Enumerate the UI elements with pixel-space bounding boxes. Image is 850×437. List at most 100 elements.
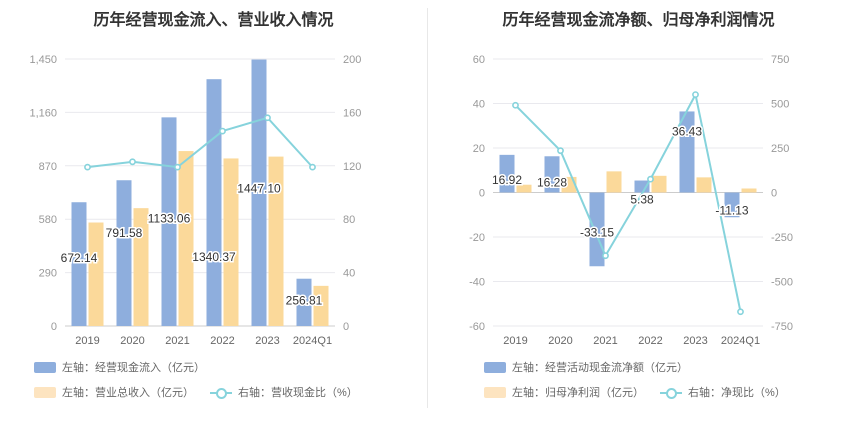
legend-swatch bbox=[34, 386, 56, 398]
legend-row-2: 左轴：营业总收入（亿元） 右轴：营收现金比（%） bbox=[34, 384, 374, 400]
right-axis-tick: 160 bbox=[343, 107, 361, 119]
bar-secondary bbox=[133, 208, 149, 326]
right-axis-tick: -250 bbox=[771, 232, 793, 244]
ratio-point bbox=[692, 91, 699, 98]
bar-secondary bbox=[696, 177, 712, 193]
left-axis-tick: -20 bbox=[469, 232, 485, 244]
ratio-point bbox=[174, 163, 181, 171]
right-axis-tick: 750 bbox=[771, 54, 789, 66]
x-axis-tick: 2019 bbox=[75, 335, 99, 347]
bar-secondary bbox=[223, 158, 239, 326]
bar-primary bbox=[251, 59, 267, 327]
left-axis-tick: 1,160 bbox=[29, 107, 57, 119]
ratio-point bbox=[309, 163, 316, 171]
right-axis-tick: -500 bbox=[771, 277, 793, 289]
bar-primary bbox=[634, 180, 650, 193]
x-axis-tick: 2022 bbox=[210, 335, 234, 347]
x-axis-tick: 2023 bbox=[255, 335, 279, 347]
net-cashflow-profit-chart: -60 -750 -40 -500 -20 -250 0 0 20 250 40 500 60 750 20… bbox=[469, 54, 793, 347]
bar-primary bbox=[161, 117, 177, 326]
bar-secondary bbox=[313, 285, 329, 326]
chart-panel-cash-inflow-revenue: 历年经营现金流入、营业收入情况 0 0 290 40 580 80 870 120 1,160 1… bbox=[29, 12, 374, 400]
data-label: 16.92 bbox=[492, 173, 522, 187]
data-label: -11.13 bbox=[715, 203, 748, 217]
bar-primary bbox=[116, 180, 132, 326]
legend-row-1: 左轴：经营现金流入（亿元） bbox=[34, 359, 221, 375]
left-axis-tick: 0 bbox=[479, 188, 485, 200]
ratio-point bbox=[84, 163, 91, 171]
right-axis-tick: 0 bbox=[771, 188, 777, 200]
bar-secondary bbox=[651, 175, 667, 193]
bar-secondary bbox=[268, 156, 284, 326]
right-axis-tick: 0 bbox=[343, 321, 349, 333]
data-label: 36.43 bbox=[672, 124, 702, 138]
left-axis-tick: 60 bbox=[473, 54, 485, 66]
chart-panel-net-cashflow-profit: 历年经营现金流净额、归母净利润情况 -60 -750 -40 -500 -20 -250 0… bbox=[427, 0, 850, 437]
legend-item-cash-inflow[interactable]: 左轴：经营现金流入（亿元） bbox=[34, 359, 205, 375]
left-axis-tick: 580 bbox=[39, 214, 57, 226]
legend-swatch bbox=[484, 361, 506, 373]
legend-label: 右轴：营收现金比（%） bbox=[238, 387, 358, 399]
data-label: -33.15 bbox=[580, 225, 614, 239]
ratio-point bbox=[602, 252, 609, 260]
x-axis-tick: 2021 bbox=[165, 335, 189, 347]
chart-title: 历年经营现金流净额、归母净利润情况 bbox=[502, 12, 775, 29]
left-axis-tick: 290 bbox=[39, 268, 57, 280]
legend-swatch bbox=[484, 386, 506, 398]
x-axis-tick: 2021 bbox=[593, 335, 617, 347]
bar-primary bbox=[296, 278, 312, 326]
right-axis-tick: -750 bbox=[771, 321, 793, 333]
legend-item-net-profit[interactable]: 左轴：归母净利润（亿元） bbox=[484, 384, 644, 400]
bar-secondary bbox=[88, 222, 104, 326]
ratio-point bbox=[557, 147, 564, 155]
legend-swatch bbox=[34, 361, 56, 373]
left-axis-tick: -60 bbox=[469, 321, 485, 333]
legend-line-marker bbox=[660, 387, 682, 399]
bar-primary bbox=[679, 111, 695, 193]
x-axis-tick: 2022 bbox=[638, 335, 662, 347]
legend-label: 左轴：营业总收入（亿元） bbox=[62, 387, 194, 399]
right-axis-tick: 200 bbox=[343, 54, 361, 66]
x-axis-tick: 2020 bbox=[548, 335, 572, 347]
legend-label: 左轴：经营活动现金流净额（亿元） bbox=[512, 362, 688, 374]
bar-secondary bbox=[741, 188, 757, 193]
legend-row-2: 左轴：归母净利润（亿元） 右轴：净现比（%） bbox=[484, 384, 802, 400]
ratio-point bbox=[512, 101, 519, 109]
left-axis-tick: 1,450 bbox=[29, 54, 57, 66]
bar-primary bbox=[499, 154, 515, 193]
data-label: 256.81 bbox=[286, 294, 323, 308]
data-label: 1133.06 bbox=[148, 211, 191, 225]
ratio-point bbox=[264, 114, 271, 122]
x-axis-tick: 2020 bbox=[120, 335, 144, 347]
legend-row-1: 左轴：经营活动现金流净额（亿元） bbox=[484, 359, 704, 375]
panel-divider bbox=[427, 8, 428, 408]
ratio-line bbox=[514, 91, 742, 312]
bar-secondary bbox=[606, 171, 622, 193]
x-axis-tick: 2023 bbox=[683, 335, 707, 347]
x-axis-tick: 2019 bbox=[503, 335, 527, 347]
bar-primary bbox=[206, 79, 222, 326]
legend-label: 左轴：归母净利润（亿元） bbox=[512, 387, 644, 399]
data-label: 1447.10 bbox=[237, 182, 281, 196]
left-axis-tick: 40 bbox=[473, 99, 485, 111]
ratio-point bbox=[647, 175, 654, 183]
ratio-line bbox=[87, 116, 314, 169]
legend-label: 左轴：经营现金流入（亿元） bbox=[62, 362, 205, 374]
legend-label: 右轴：净现比（%） bbox=[688, 387, 786, 399]
legend-line-marker bbox=[210, 387, 232, 399]
chart-title: 历年经营现金流入、营业收入情况 bbox=[93, 12, 334, 29]
legend-item-net-cashflow[interactable]: 左轴：经营活动现金流净额（亿元） bbox=[484, 359, 688, 375]
bar-secondary bbox=[178, 151, 194, 326]
data-label: 791.58 bbox=[106, 226, 143, 240]
right-axis-tick: 500 bbox=[771, 99, 789, 111]
bar-secondary bbox=[516, 184, 532, 193]
legend-item-revenue[interactable]: 左轴：营业总收入（亿元） bbox=[34, 384, 194, 400]
legend-item-revenue-cash-ratio[interactable]: 右轴：营收现金比（%） bbox=[210, 384, 358, 400]
legend-item-net-cash-ratio[interactable]: 右轴：净现比（%） bbox=[660, 384, 786, 400]
data-label: 672.14 bbox=[61, 251, 98, 265]
right-axis-tick: 250 bbox=[771, 143, 789, 155]
bar-primary bbox=[544, 156, 560, 193]
right-axis-tick: 40 bbox=[343, 268, 355, 280]
x-axis-tick: 2024Q1 bbox=[721, 335, 760, 347]
